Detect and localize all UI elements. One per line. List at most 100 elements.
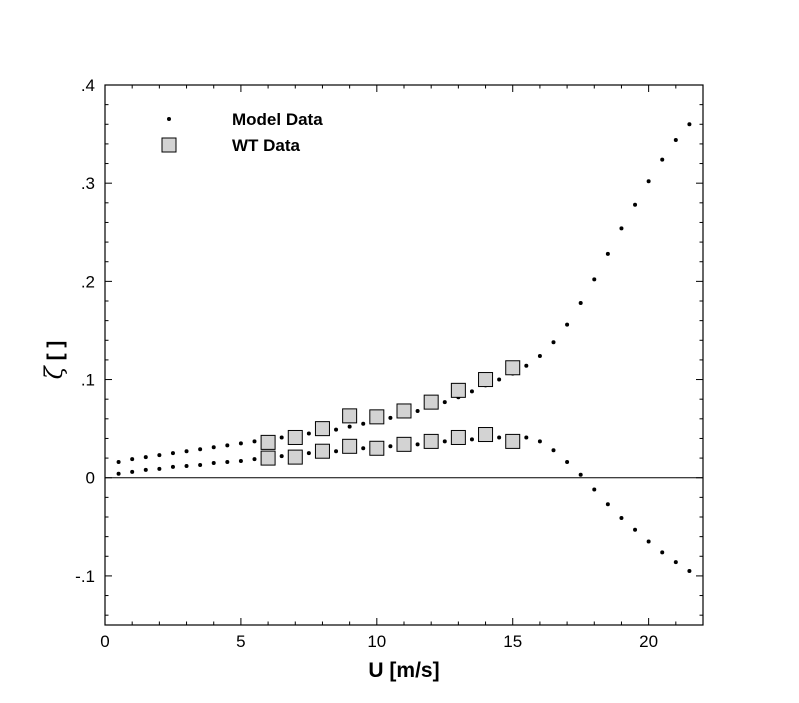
wt-data-point: [478, 427, 494, 443]
x-tick-label: 0: [100, 632, 109, 651]
model-data-point: [306, 451, 311, 456]
model-data-point: [633, 202, 638, 207]
y-tick-label: -.1: [75, 567, 95, 586]
model-data-point: [605, 251, 610, 256]
model-data-point: [130, 457, 135, 462]
model-data-point: [497, 377, 502, 382]
x-tick-label: 15: [503, 632, 522, 651]
wt-data-point: [369, 440, 385, 456]
wt-data-point: [478, 372, 494, 388]
y-tick-label: .1: [81, 371, 95, 390]
x-axis-title: U [m/s]: [368, 659, 439, 682]
model-data-point: [143, 467, 148, 472]
model-data-point: [347, 424, 352, 429]
svg-text:ζ[ ]: ζ [ ]: [40, 341, 68, 380]
model-data-point: [633, 527, 638, 532]
model-data-point: [565, 322, 570, 327]
model-data-point: [225, 460, 230, 465]
wt-data-point: [342, 408, 358, 424]
model-data-point: [592, 487, 597, 492]
model-data-point: [116, 460, 121, 465]
model-data-point: [252, 439, 257, 444]
x-tick-label: 20: [639, 632, 658, 651]
model-data-point: [116, 471, 121, 476]
model-data-point: [130, 469, 135, 474]
model-data-point: [673, 137, 678, 142]
wt-data-point: [342, 438, 358, 454]
model-data-point: [143, 455, 148, 460]
wt-data-point: [314, 421, 330, 437]
model-data-point: [442, 400, 447, 405]
y-tick-label: 0: [86, 469, 95, 488]
wt-data-point: [423, 433, 439, 449]
wt-data-point: [505, 433, 521, 449]
model-data-point: [442, 439, 447, 444]
wt-data-point: [423, 394, 439, 410]
model-data-point: [646, 539, 651, 544]
plot-frame: [104, 84, 704, 626]
legend-dot-marker: [167, 117, 171, 121]
model-data-point: [225, 443, 230, 448]
model-data-point: [415, 408, 420, 413]
model-data-point: [388, 415, 393, 420]
y-axis-symbol: ζ: [40, 364, 68, 379]
model-data-point: [551, 448, 556, 453]
model-data-point: [592, 277, 597, 282]
wt-data-point: [396, 403, 412, 419]
model-data-point: [238, 441, 243, 446]
model-data-point: [537, 353, 542, 358]
wt-data-point: [450, 382, 466, 398]
legend-square-marker: [161, 137, 177, 153]
model-data-point: [524, 363, 529, 368]
model-data-point: [279, 435, 284, 440]
wt-data-point: [450, 429, 466, 445]
model-data-point: [524, 435, 529, 440]
model-data-point: [306, 431, 311, 436]
model-data-point: [184, 449, 189, 454]
model-data-point: [170, 451, 175, 456]
x-tick-label: 5: [236, 632, 245, 651]
wt-data-point: [260, 434, 276, 450]
wt-data-point: [396, 436, 412, 452]
model-data-point: [469, 389, 474, 394]
model-data-point: [238, 459, 243, 464]
model-data-point: [184, 463, 189, 468]
model-data-point: [157, 453, 162, 458]
model-data-point: [198, 462, 203, 467]
model-data-point: [497, 435, 502, 440]
model-data-point: [361, 446, 366, 451]
model-data-point: [660, 550, 665, 555]
model-data-point: [619, 226, 624, 231]
wt-data-point: [260, 450, 276, 466]
model-data-point: [361, 421, 366, 426]
model-data-point: [551, 340, 556, 345]
model-data-point: [252, 457, 257, 462]
y-tick-label: .3: [81, 174, 95, 193]
model-data-point: [578, 472, 583, 477]
y-tick-label: .2: [81, 272, 95, 291]
model-data-point: [388, 444, 393, 449]
model-data-point: [673, 560, 678, 565]
y-tick-label: .4: [81, 76, 95, 95]
model-data-point: [279, 454, 284, 459]
model-data-point: [157, 466, 162, 471]
wt-data-point: [505, 360, 521, 376]
model-data-point: [565, 460, 570, 465]
legend-label-model-data: Model Data: [232, 110, 323, 129]
model-data-point: [537, 439, 542, 444]
wt-data-point: [369, 409, 385, 425]
model-data-point: [334, 449, 339, 454]
model-data-point: [687, 122, 692, 127]
model-data-point: [334, 427, 339, 432]
wt-data-point: [287, 429, 303, 445]
model-data-point: [415, 442, 420, 447]
x-tick-label: 10: [367, 632, 386, 651]
model-data-point: [211, 445, 216, 450]
model-data-point: [660, 157, 665, 162]
model-data-point: [605, 502, 610, 507]
wt-data-point: [287, 449, 303, 465]
model-data-point: [646, 179, 651, 184]
model-data-point: [578, 300, 583, 305]
model-data-point: [198, 447, 203, 452]
